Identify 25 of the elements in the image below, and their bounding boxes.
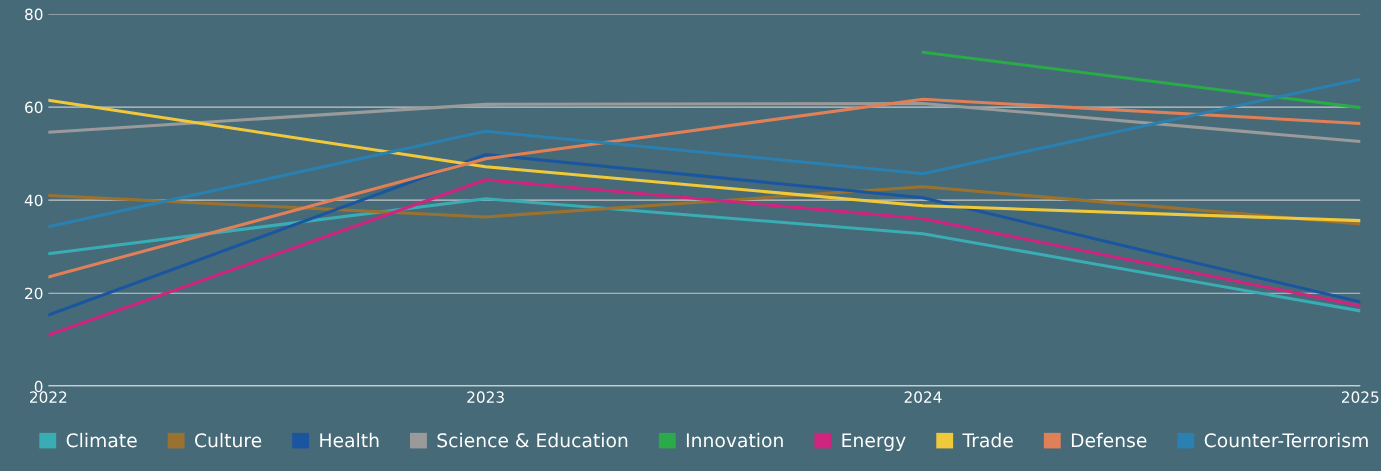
line-series	[48, 101, 1361, 144]
y-tick-label: 40	[24, 194, 43, 207]
x-tick-label: 2022	[30, 391, 67, 403]
y-tick-label: 60	[25, 101, 43, 114]
y-tick-label: 0	[34, 380, 43, 393]
legend-label: Defense	[1071, 432, 1147, 448]
x-tick-label: 2023	[467, 391, 504, 403]
legend-label: Trade	[962, 432, 1013, 448]
line-series	[48, 97, 1361, 279]
x-tick-label: 2025	[1341, 391, 1379, 403]
legend-label: Energy	[842, 433, 906, 452]
legend-label: Counter-Terrorism	[1204, 432, 1368, 448]
line-series	[48, 98, 1361, 223]
line-series	[48, 77, 1361, 229]
line-series	[48, 153, 1361, 317]
legend-label: Science & Education	[437, 432, 628, 448]
y-tick-label: 20	[25, 287, 43, 300]
line-series	[48, 197, 1361, 313]
legend-label: Innovation	[686, 432, 783, 448]
line-series	[48, 178, 1361, 337]
y-tick-label: 80	[25, 8, 43, 21]
x-tick-label: 2024	[904, 391, 942, 403]
legend-label: Health	[320, 432, 379, 448]
legend-label: Culture	[195, 432, 262, 448]
legend-label: Climate	[66, 432, 137, 448]
